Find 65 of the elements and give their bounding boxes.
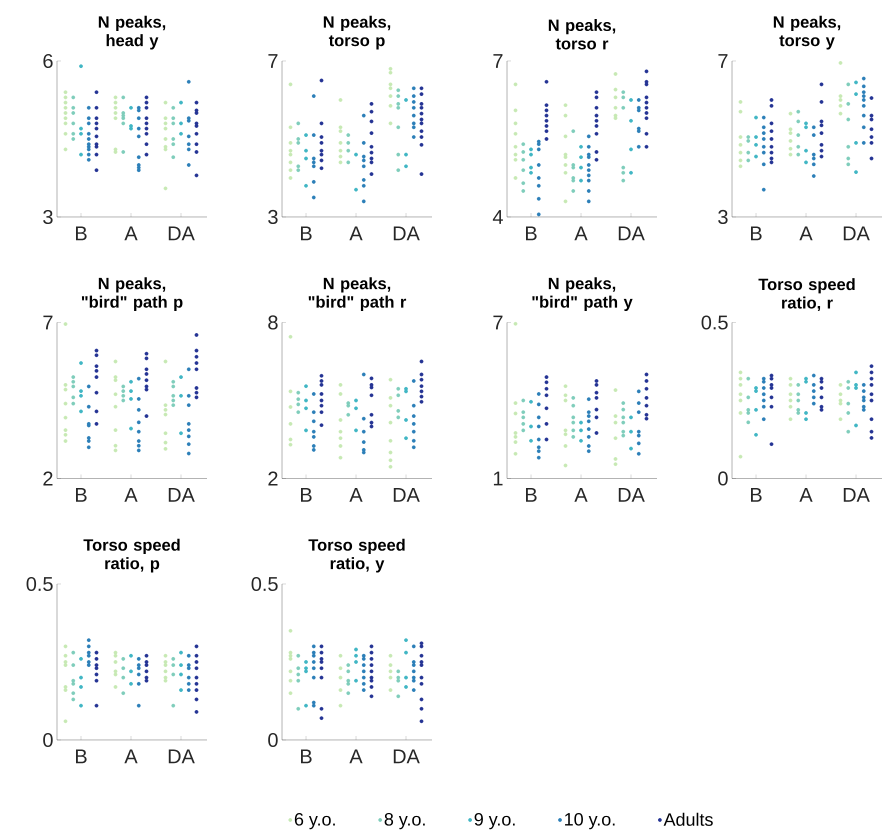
y-tick-label: 0.5 <box>252 576 278 592</box>
x-tick-label: B <box>76 750 87 764</box>
chart-title: N peaks, torso y <box>774 16 840 50</box>
legend-label: 8 y.o. <box>384 812 425 830</box>
legend-label: 10 y.o. <box>565 812 615 830</box>
x-tick-label: DA <box>844 488 870 502</box>
x-tick-label: B <box>301 488 312 502</box>
x-tick-label: B <box>76 488 87 502</box>
legend-label: 9 y.o. <box>474 812 515 830</box>
y-tick-label: 0.5 <box>702 315 728 330</box>
x-tick-label: DA <box>394 488 420 502</box>
y-tick-label: 3 <box>43 210 53 224</box>
x-tick-label: A <box>349 488 363 502</box>
x-tick-label: A <box>124 226 138 240</box>
y-tick-label: 3 <box>718 210 728 224</box>
x-tick-label: DA <box>168 750 195 764</box>
legend-label: Adults <box>664 812 713 826</box>
y-tick-label: 7 <box>493 316 502 330</box>
y-tick-label: 7 <box>43 316 52 330</box>
y-tick-label: 3 <box>268 210 278 224</box>
x-tick-label: A <box>124 750 138 764</box>
x-tick-label: DA <box>394 226 420 240</box>
y-tick-label: 0 <box>718 471 728 486</box>
x-tick-label: B <box>301 750 312 764</box>
chart-title: N peaks, torso p <box>324 16 390 50</box>
y-tick-label: 7 <box>268 54 278 68</box>
y-tick-label: 7 <box>493 54 502 68</box>
x-tick-label: B <box>301 226 312 240</box>
x-tick-label: A <box>799 226 813 240</box>
x-tick-label: A <box>799 488 813 502</box>
chart-title: Torso speed ratio, y <box>308 538 405 572</box>
x-tick-label: DA <box>168 488 195 502</box>
x-tick-label: B <box>751 488 762 502</box>
x-tick-label: DA <box>618 226 645 240</box>
chart-title: N peaks, "bird" path p <box>82 277 182 311</box>
x-tick-label: DA <box>618 488 645 502</box>
x-tick-label: B <box>526 488 537 502</box>
y-tick-label: 0 <box>268 732 278 748</box>
x-tick-label: A <box>349 226 363 240</box>
chart-title: N peaks, "bird" path r <box>308 277 406 311</box>
chart-title: Torso speed ratio, r <box>758 278 855 311</box>
chart-title: N peaks, "bird" path y <box>532 277 633 311</box>
y-tick-label: 8 <box>268 315 278 330</box>
x-tick-label: A <box>574 226 588 240</box>
y-tick-label: 2 <box>43 472 52 486</box>
x-tick-label: B <box>526 226 537 240</box>
x-tick-label: DA <box>844 226 870 240</box>
x-tick-label: A <box>349 750 363 764</box>
x-tick-label: B <box>751 226 762 240</box>
y-tick-label: 1 <box>494 472 503 486</box>
x-tick-label: DA <box>168 226 195 240</box>
y-tick-label: 6 <box>43 54 53 68</box>
x-tick-label: A <box>124 488 138 502</box>
x-tick-label: DA <box>394 750 420 764</box>
x-tick-label: B <box>76 226 87 240</box>
y-tick-label: 0 <box>43 732 53 748</box>
y-tick-label: 7 <box>718 54 728 68</box>
y-tick-label: 4 <box>492 210 503 224</box>
y-tick-label: 0.5 <box>26 576 53 592</box>
y-tick-label: 2 <box>268 472 278 486</box>
chart-title: Torso speed ratio, p <box>83 538 180 572</box>
x-tick-label: A <box>574 488 588 502</box>
chart-title: N peaks, torso r <box>548 18 616 50</box>
chart-title: N peaks, head y <box>98 16 166 50</box>
legend-label: 6 y.o. <box>294 812 335 830</box>
